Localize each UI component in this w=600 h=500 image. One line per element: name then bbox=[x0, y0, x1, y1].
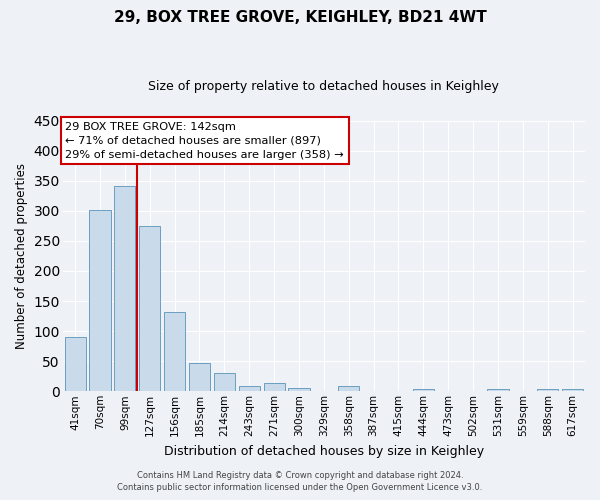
Bar bbox=[214, 373, 235, 392]
Title: Size of property relative to detached houses in Keighley: Size of property relative to detached ho… bbox=[148, 80, 499, 93]
Bar bbox=[65, 336, 86, 392]
Y-axis label: Number of detached properties: Number of detached properties bbox=[15, 163, 28, 349]
Bar bbox=[263, 384, 284, 392]
Bar bbox=[189, 363, 210, 392]
Text: Contains HM Land Registry data © Crown copyright and database right 2024.
Contai: Contains HM Land Registry data © Crown c… bbox=[118, 471, 482, 492]
X-axis label: Distribution of detached houses by size in Keighley: Distribution of detached houses by size … bbox=[164, 444, 484, 458]
Bar bbox=[239, 386, 260, 392]
Bar bbox=[164, 312, 185, 392]
Bar bbox=[338, 386, 359, 392]
Text: 29, BOX TREE GROVE, KEIGHLEY, BD21 4WT: 29, BOX TREE GROVE, KEIGHLEY, BD21 4WT bbox=[113, 10, 487, 25]
Bar bbox=[115, 186, 136, 392]
Bar bbox=[89, 210, 110, 392]
Bar bbox=[562, 390, 583, 392]
Text: 29 BOX TREE GROVE: 142sqm
← 71% of detached houses are smaller (897)
29% of semi: 29 BOX TREE GROVE: 142sqm ← 71% of detac… bbox=[65, 122, 344, 160]
Bar bbox=[487, 390, 509, 392]
Bar bbox=[289, 388, 310, 392]
Bar bbox=[537, 390, 558, 392]
Bar bbox=[139, 226, 160, 392]
Bar bbox=[413, 389, 434, 392]
